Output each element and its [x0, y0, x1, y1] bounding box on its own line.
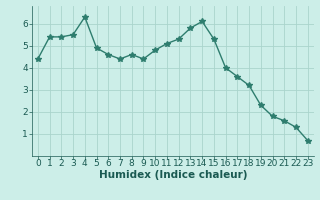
X-axis label: Humidex (Indice chaleur): Humidex (Indice chaleur): [99, 170, 247, 180]
